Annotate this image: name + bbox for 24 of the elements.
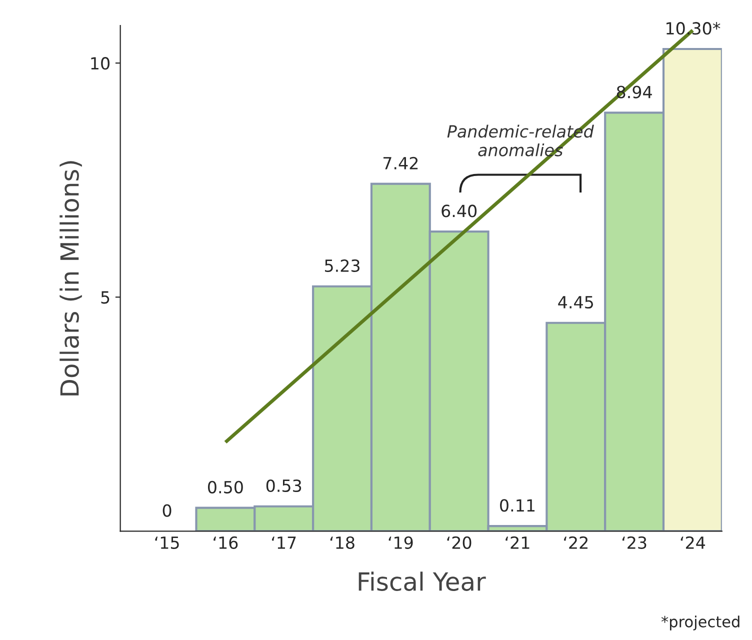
text: *projected [661,616,740,630]
x-axis-title: Fiscal Year [358,572,486,591]
data-label: 10.30* [666,22,720,35]
data-label: 6.40 [442,204,477,218]
data-label: 0.11 [500,499,535,512]
x-tick-label: ‘16 [214,536,238,549]
x-tick-label: ‘15 [155,536,179,549]
y-tick-label: 10 [91,57,110,70]
x-tick-label: ‘19 [388,536,413,549]
x-tick-label: ‘23 [622,536,646,549]
data-label: 0.53 [266,479,302,492]
data-label: 5.23 [325,259,360,272]
y-axis-title: Dollars (in Millions) [60,161,82,396]
x-tick-label: ‘22 [564,536,588,549]
x-tick-label: ‘24 [680,536,706,549]
x-tick-label: ‘20 [447,536,472,549]
x-tick-label: ‘17 [272,536,296,549]
data-label: 0 [162,504,172,517]
y-tick-label: 5 [101,291,110,304]
data-label: 7.42 [383,156,418,170]
x-tick-label: ‘21 [506,536,530,549]
x-tick-label: ‘18 [330,536,354,549]
data-label: 4.45 [558,296,593,309]
data-label: 0.50 [208,480,243,494]
